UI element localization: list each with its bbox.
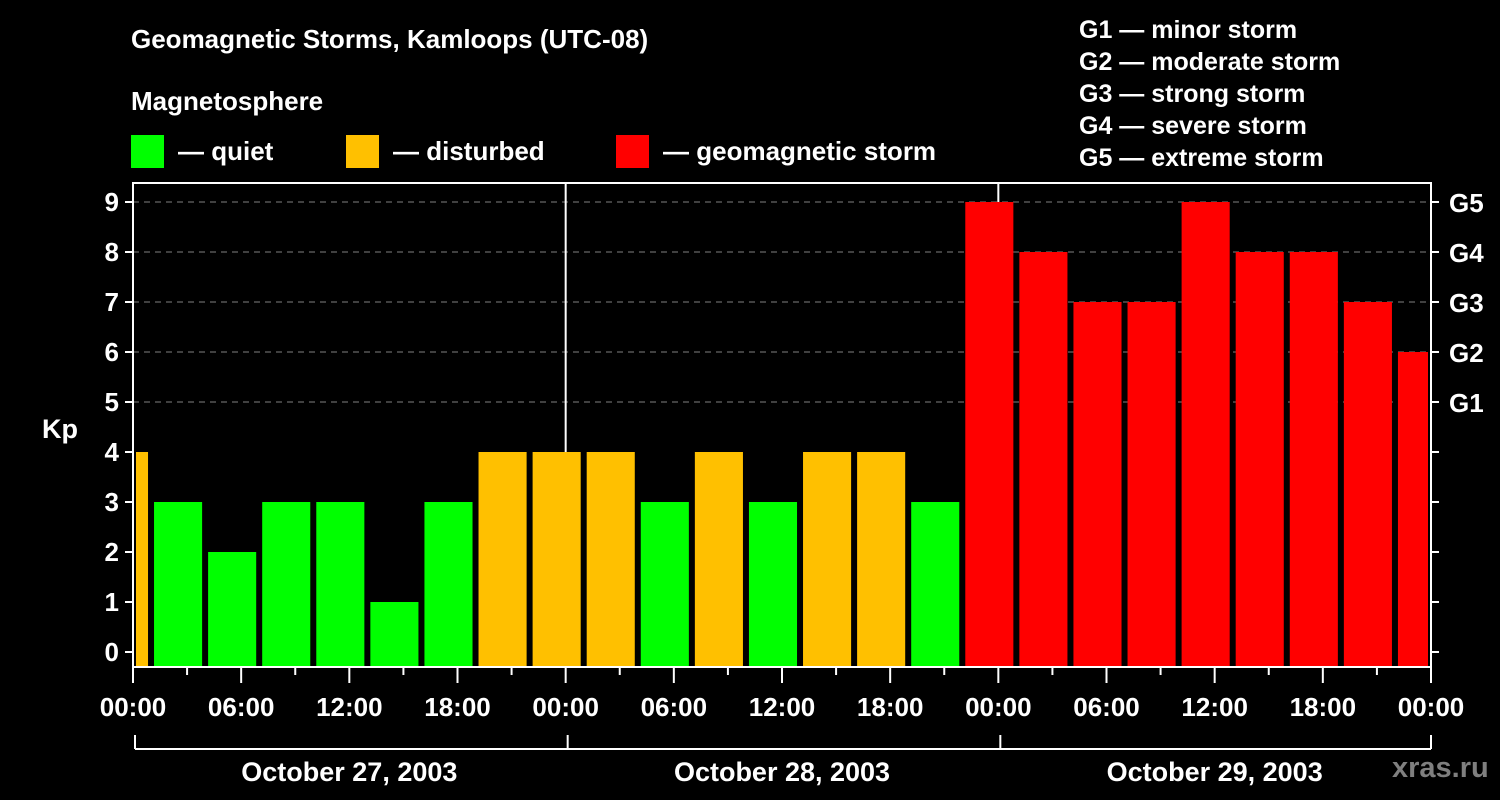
kp-bar: [803, 452, 852, 666]
g1-description: G1 — minor storm: [1079, 16, 1298, 44]
g-scale-legend: G1 — minor storm G2 — moderate storm G3 …: [1079, 14, 1340, 174]
disturbed-swatch-icon: [346, 134, 379, 168]
x-tick-label: 12:00: [749, 692, 816, 722]
kp-bar: [911, 502, 960, 666]
legend-quiet-label: — quiet: [178, 135, 274, 166]
kp-bar: [1343, 302, 1392, 666]
g4-description: G4 — severe storm: [1079, 112, 1307, 140]
quiet-swatch-icon: [131, 134, 164, 168]
kp-bar: [1181, 202, 1230, 666]
kp-bar: [208, 552, 257, 666]
y-tick-label: 6: [105, 337, 119, 367]
kp-bar: [640, 502, 689, 666]
legend-storm-label: — geomagnetic storm: [663, 135, 937, 166]
x-tick-label: 18:00: [857, 692, 924, 722]
y-tick-label: 0: [105, 637, 119, 667]
legend-storm: — geomagnetic storm: [616, 134, 936, 168]
y-tick-label: 8: [105, 237, 119, 267]
kp-bar: [532, 452, 581, 666]
y-tick-label: 1: [105, 587, 119, 617]
date-label: October 29, 2003: [1107, 757, 1323, 787]
y-tick-label: 4: [105, 437, 120, 467]
kp-bar: [694, 452, 743, 666]
g5-description: G5 — extreme storm: [1079, 144, 1324, 172]
kp-bar: [1073, 302, 1122, 666]
x-tick-label: 12:00: [1181, 692, 1248, 722]
kp-bar: [1289, 252, 1338, 666]
kp-bar: [478, 452, 527, 666]
g-level-label: G5: [1449, 188, 1484, 218]
kp-bar: [965, 202, 1014, 666]
kp-bar: [370, 602, 419, 666]
kp-bar: [857, 452, 906, 666]
g-level-label: G3: [1449, 288, 1484, 318]
kp-bar: [586, 452, 635, 666]
y-axis-label: Kp: [42, 414, 78, 444]
y-tick-label: 9: [105, 187, 119, 217]
legend-disturbed-label: — disturbed: [393, 135, 545, 166]
kp-bar: [316, 502, 365, 666]
kp-bar: [748, 502, 798, 666]
x-tick-label: 18:00: [1290, 692, 1357, 722]
legend-disturbed: — disturbed: [346, 134, 545, 168]
y-tick-label: 3: [105, 487, 119, 517]
x-tick-label: 06:00: [208, 692, 275, 722]
kp-bar: [1127, 302, 1176, 666]
date-label: October 28, 2003: [674, 757, 890, 787]
x-tick-label: 06:00: [641, 692, 708, 722]
bars: [136, 202, 1428, 666]
y-tick-label: 2: [105, 537, 119, 567]
g-level-label: G1: [1449, 388, 1484, 418]
axes: 0 1 2 3 4 5 G1 6 G2 7 G3 8 G4 9 G5 Kp 00:00 06:00 12:00 18:…: [42, 187, 1484, 787]
g-level-label: G4: [1449, 238, 1484, 268]
kp-bar: [136, 452, 149, 666]
date-label: October 27, 2003: [241, 757, 457, 787]
y-tick-label: 7: [105, 287, 119, 317]
chart-subtitle: Magnetosphere: [131, 86, 324, 116]
kp-bar: [424, 502, 473, 666]
x-tick-label: 00:00: [965, 692, 1032, 722]
legend-quiet: — quiet: [131, 134, 273, 168]
g-level-label: G2: [1449, 338, 1484, 368]
chart-title: Geomagnetic Storms, Kamloops (UTC-08): [131, 24, 649, 54]
storm-swatch-icon: [616, 134, 649, 168]
g3-description: G3 — strong storm: [1079, 80, 1306, 108]
x-tick-label: 12:00: [316, 692, 383, 722]
x-tick-label: 00:00: [100, 692, 167, 722]
x-tick-label: 06:00: [1073, 692, 1140, 722]
x-tick-label: 18:00: [424, 692, 491, 722]
x-tick-label: 00:00: [1398, 692, 1465, 722]
kp-bar: [154, 502, 203, 666]
kp-bar: [1397, 352, 1428, 666]
g2-description: G2 — moderate storm: [1079, 48, 1341, 76]
x-tick-label: 00:00: [532, 692, 599, 722]
kp-bar: [1235, 252, 1284, 666]
kp-bar: [1019, 252, 1068, 666]
y-tick-label: 5: [105, 387, 119, 417]
watermark: xras.ru: [1392, 752, 1489, 784]
kp-bar: [262, 502, 311, 666]
